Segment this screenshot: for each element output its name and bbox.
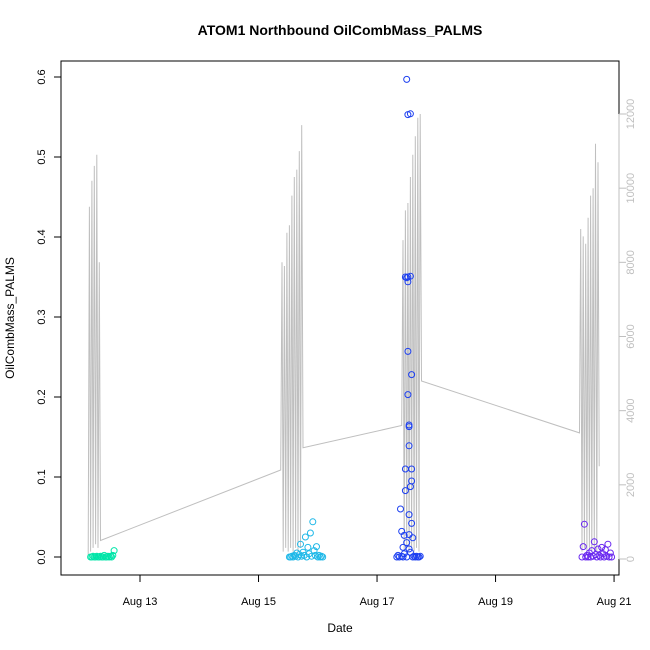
- data-point-flight-3: [411, 553, 419, 561]
- data-point-flight-4: [580, 520, 588, 528]
- y2-tick-label: 2000: [625, 473, 637, 497]
- data-point-flight-1: [109, 551, 117, 559]
- data-point-flight-3: [406, 483, 414, 491]
- data-point-flight-2: [313, 543, 320, 551]
- data-point-flight-3: [408, 519, 416, 527]
- data-point-flight-2: [319, 553, 327, 561]
- y-tick-label: 0.0: [36, 549, 48, 564]
- data-point-flight-3: [406, 272, 414, 280]
- y-tick-label: 0.2: [36, 389, 48, 404]
- data-point-flight-2: [287, 553, 295, 561]
- data-point-flight-3: [406, 110, 414, 118]
- data-point-flight-2: [318, 552, 325, 560]
- x-tick-label: Aug 21: [597, 596, 632, 608]
- y-tick-label: 0.1: [36, 469, 48, 484]
- data-point-flight-3: [401, 487, 409, 495]
- altitude-line-layer: [87, 113, 600, 556]
- y-tick-label: 0.5: [36, 149, 48, 164]
- data-point-flight-1: [108, 553, 116, 561]
- chart-title: ATOM1 Northbound OilCombMass_PALMS: [198, 22, 483, 38]
- data-point-flight-3: [394, 551, 402, 559]
- data-point-flight-2: [304, 543, 312, 551]
- data-point-flight-3: [404, 347, 412, 355]
- altitude-line: [87, 113, 600, 556]
- y-tick-label: 0.4: [36, 229, 48, 244]
- data-point-flight-3: [405, 545, 413, 553]
- y-tick-label: 0.3: [36, 309, 48, 324]
- data-point-flight-1: [104, 552, 112, 560]
- data-point-flight-2: [301, 533, 309, 541]
- y-tick-label: 0.6: [36, 69, 48, 84]
- data-point-flight-3: [404, 391, 412, 399]
- data-point-flight-4: [605, 553, 613, 561]
- data-point-flight-4: [594, 545, 602, 553]
- data-point-flight-3: [408, 477, 416, 485]
- data-point-flight-3: [415, 553, 423, 561]
- data-point-flight-3: [408, 465, 416, 473]
- data-point-flight-3: [403, 539, 411, 547]
- y2-tick-label: 8000: [625, 250, 637, 274]
- data-point-flight-4: [590, 538, 598, 546]
- data-point-flight-4: [582, 553, 590, 561]
- data-point-flight-3: [409, 534, 417, 542]
- x-axis-label: Date: [327, 621, 353, 635]
- data-point-flight-4: [604, 540, 612, 548]
- data-point-flight-1: [105, 553, 113, 561]
- data-point-flight-2: [306, 529, 314, 537]
- data-point-flight-2: [297, 540, 304, 548]
- y-axis-right: 0 2000 4000 6000 8000 10000 12000: [618, 99, 637, 562]
- x-tick-label: Aug 15: [241, 596, 276, 608]
- data-point-flight-3: [404, 278, 412, 286]
- x-tick-label: Aug 13: [123, 596, 158, 608]
- data-points-layer: [87, 75, 616, 561]
- data-point-flight-4: [598, 543, 606, 551]
- data-point-flight-4: [606, 549, 614, 557]
- data-point-flight-3: [405, 423, 413, 431]
- x-tick-label: Aug 19: [478, 596, 513, 608]
- data-point-flight-3: [399, 553, 407, 561]
- y2-tick-label: 12000: [625, 99, 637, 130]
- y2-tick-label: 6000: [625, 324, 637, 348]
- data-point-flight-2: [309, 518, 317, 526]
- data-point-flight-3: [416, 552, 424, 560]
- y2-tick-label: 10000: [625, 173, 637, 204]
- plot-frame: [60, 60, 620, 576]
- data-point-flight-3: [408, 371, 416, 379]
- data-point-flight-4: [584, 553, 592, 561]
- data-point-flight-3: [405, 442, 413, 450]
- data-point-flight-4: [579, 543, 587, 551]
- data-point-flight-2: [314, 553, 322, 561]
- y-axis-label: OilCombMass_PALMS: [3, 257, 17, 379]
- data-point-flight-3: [401, 465, 409, 473]
- data-point-flight-3: [400, 531, 408, 539]
- data-point-flight-2: [316, 553, 324, 561]
- data-point-flight-4: [608, 553, 616, 561]
- data-point-flight-4: [601, 546, 609, 554]
- data-point-flight-3: [405, 511, 413, 519]
- data-point-flight-3: [397, 505, 404, 513]
- data-point-flight-3: [403, 274, 411, 282]
- data-point-flight-3: [403, 75, 411, 83]
- y-axis-left: 0.0 0.1 0.2 0.3 0.4 0.5 0.6: [36, 69, 62, 565]
- y2-tick-label: 4000: [625, 398, 637, 422]
- x-tick-label: Aug 17: [360, 596, 395, 608]
- data-point-flight-4: [595, 551, 603, 559]
- data-point-flight-1: [110, 547, 118, 555]
- y2-tick-label: 0: [625, 556, 637, 562]
- x-axis: Aug 13 Aug 15 Aug 17 Aug 19 Aug 21: [123, 574, 632, 608]
